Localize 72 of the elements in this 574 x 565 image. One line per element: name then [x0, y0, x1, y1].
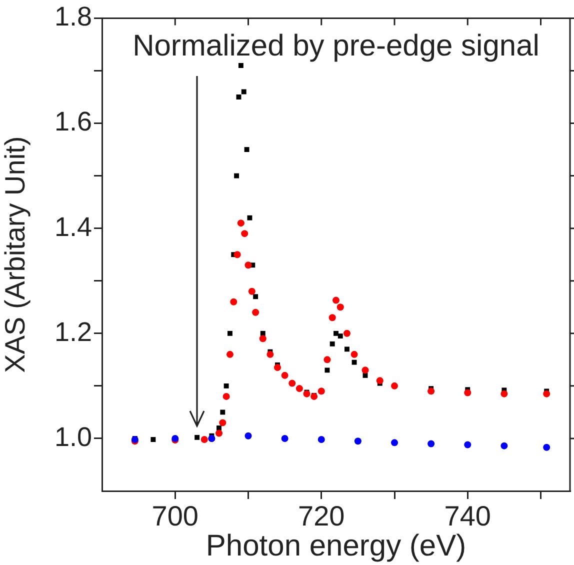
- point: [296, 385, 303, 392]
- point: [236, 94, 242, 100]
- point: [274, 364, 281, 372]
- point: [259, 335, 266, 342]
- y-axis-title: XAS (Arbitary Unit): [0, 136, 31, 373]
- y-tick-label: 1.8: [54, 2, 92, 32]
- point: [354, 438, 362, 445]
- point: [252, 308, 260, 316]
- point: [464, 441, 472, 448]
- point: [216, 430, 222, 437]
- point: [219, 419, 226, 426]
- point: [330, 341, 335, 346]
- point: [224, 383, 229, 388]
- point: [338, 334, 343, 338]
- point: [543, 390, 550, 398]
- point: [234, 173, 240, 178]
- point: [241, 230, 248, 238]
- y-tick-label: 1.2: [54, 316, 92, 347]
- point: [288, 380, 296, 387]
- point: [227, 330, 232, 336]
- point: [281, 372, 288, 379]
- x-tick-label: 700: [152, 500, 198, 532]
- point: [428, 388, 435, 395]
- point: [238, 63, 244, 68]
- y-tick-label: 1.0: [54, 422, 92, 452]
- point: [324, 368, 330, 373]
- point: [391, 382, 398, 390]
- point: [194, 434, 200, 440]
- point: [344, 346, 350, 352]
- point: [500, 442, 508, 450]
- point: [362, 366, 369, 374]
- point: [244, 147, 250, 152]
- point: [328, 314, 336, 322]
- point: [391, 439, 398, 446]
- x-tick-label: 740: [444, 500, 491, 532]
- point: [336, 304, 344, 311]
- point: [150, 437, 156, 442]
- point: [244, 432, 252, 440]
- y-tick-label: 1.6: [54, 106, 92, 137]
- x-axis-title: Photon energy (eV): [206, 529, 466, 562]
- point: [303, 390, 310, 398]
- point: [464, 389, 472, 396]
- y-tick-label: 1.4: [54, 212, 92, 242]
- point: [543, 444, 550, 451]
- point: [352, 360, 357, 365]
- point: [281, 434, 288, 442]
- point: [428, 440, 435, 448]
- point: [234, 251, 241, 258]
- point: [332, 296, 340, 304]
- point: [200, 436, 208, 444]
- point: [248, 288, 256, 295]
- point: [500, 390, 508, 398]
- point: [241, 89, 246, 94]
- point: [237, 220, 244, 227]
- point: [220, 410, 226, 415]
- point: [260, 330, 266, 336]
- point: [334, 330, 338, 336]
- point: [324, 356, 331, 364]
- annotation: Normalized by pre-edge signal: [132, 29, 540, 62]
- point: [247, 215, 252, 220]
- point: [216, 425, 222, 430]
- point: [376, 377, 384, 384]
- x-tick-label: 720: [298, 500, 345, 532]
- point: [318, 436, 325, 444]
- point: [222, 392, 230, 400]
- point: [343, 330, 350, 337]
- point: [253, 294, 258, 300]
- point: [226, 350, 234, 358]
- point: [350, 350, 358, 358]
- point: [266, 350, 274, 358]
- point: [244, 262, 252, 269]
- point: [230, 298, 238, 306]
